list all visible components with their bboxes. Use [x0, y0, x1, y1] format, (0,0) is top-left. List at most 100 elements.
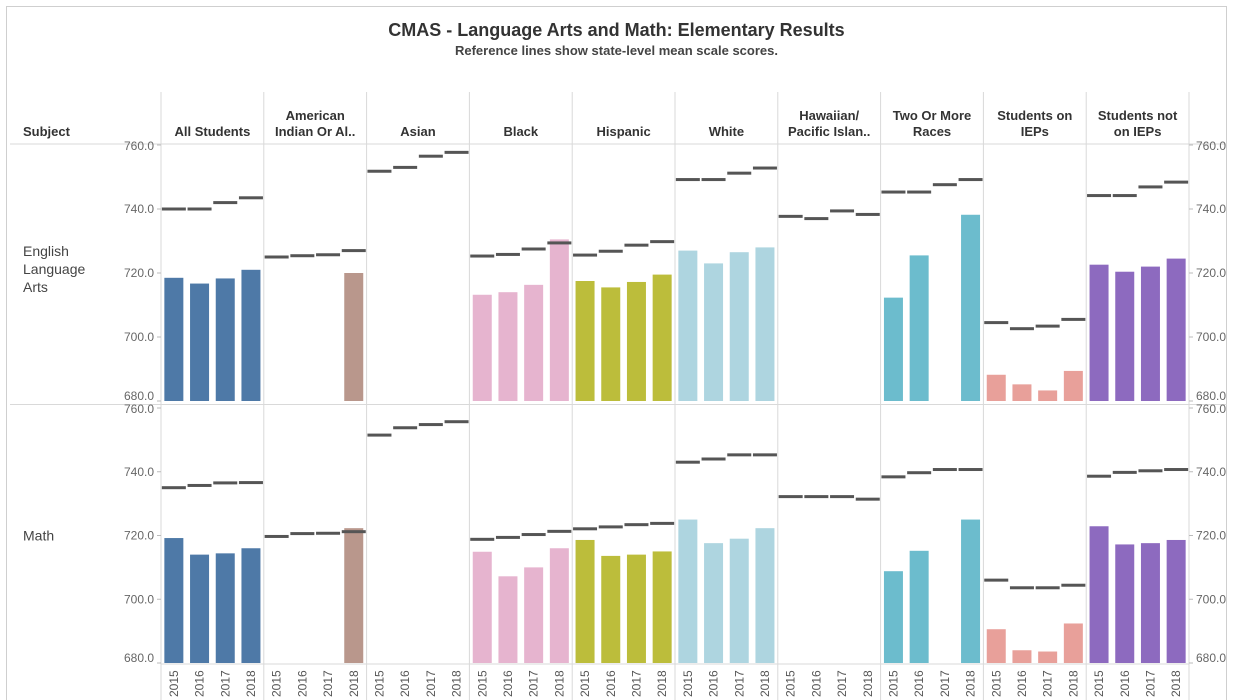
bar: [472, 294, 492, 401]
reference-line: [752, 166, 777, 170]
bar: [755, 528, 775, 663]
reference-line: [1035, 324, 1060, 328]
y-tick-right: 680.0: [1196, 651, 1226, 665]
reference-line: [187, 207, 212, 211]
bar: [755, 247, 775, 401]
group-header: Races: [913, 124, 951, 139]
reference-line: [958, 468, 983, 472]
bar: [164, 277, 184, 401]
bar: [601, 287, 621, 401]
year-label: 2017: [527, 670, 541, 697]
reference-line: [830, 495, 855, 499]
year-label: 2015: [681, 670, 695, 697]
reference-line: [881, 475, 906, 479]
y-tick-left: 720.0: [124, 266, 154, 280]
bar: [1038, 651, 1058, 663]
reference-line: [881, 190, 906, 194]
bar: [986, 629, 1006, 663]
reference-line: [701, 178, 726, 182]
year-label: 2017: [1143, 670, 1157, 697]
year-label: 2018: [1066, 670, 1080, 697]
group-header: Two Or More: [893, 108, 971, 123]
reference-line: [213, 201, 238, 205]
reference-line: [778, 495, 803, 499]
reference-line: [290, 532, 315, 536]
bar: [498, 292, 518, 401]
year-label: 2016: [398, 670, 412, 697]
reference-line: [804, 217, 829, 221]
group-header: on IEPs: [1114, 124, 1162, 139]
y-tick-right: 740.0: [1196, 465, 1226, 479]
y-tick-left: 680.0: [124, 651, 154, 665]
reference-line: [958, 178, 983, 182]
bar: [909, 550, 929, 663]
bar: [190, 554, 210, 663]
reference-line: [470, 537, 495, 541]
reference-line: [650, 521, 675, 525]
bar: [1089, 526, 1109, 663]
subject-label: Math: [23, 528, 54, 544]
chart-title: CMAS - Language Arts and Math: Elementar…: [388, 20, 845, 40]
reference-line: [316, 531, 341, 535]
y-tick-right: 700.0: [1196, 592, 1226, 606]
bar: [729, 538, 749, 663]
bar: [1089, 264, 1109, 401]
reference-line: [495, 535, 520, 539]
bar: [524, 567, 544, 663]
y-tick-left: 740.0: [124, 202, 154, 216]
bar: [215, 278, 235, 401]
reference-line: [547, 529, 572, 533]
year-label: 2018: [758, 670, 772, 697]
y-tick-left: 720.0: [124, 529, 154, 543]
y-tick-right: 740.0: [1196, 202, 1226, 216]
chart-frame: [6, 6, 1227, 700]
bar: [883, 297, 903, 401]
year-label: 2015: [578, 670, 592, 697]
bar: [549, 548, 569, 663]
year-label: 2017: [938, 670, 952, 697]
reference-line: [855, 212, 880, 216]
year-label: 2017: [732, 670, 746, 697]
year-label: 2018: [450, 670, 464, 697]
bar: [241, 269, 261, 401]
year-label: 2018: [861, 670, 875, 697]
year-label: 2017: [629, 670, 643, 697]
reference-line: [778, 214, 803, 218]
bar: [241, 548, 261, 663]
reference-line: [932, 468, 957, 472]
bar: [524, 284, 544, 401]
year-label: 2016: [295, 670, 309, 697]
year-label: 2017: [1041, 670, 1055, 697]
reference-line: [238, 196, 263, 200]
reference-line: [495, 252, 520, 256]
year-label: 2015: [989, 670, 1003, 697]
group-header: Pacific Islan..: [788, 124, 870, 139]
reference-line: [444, 420, 469, 424]
reference-line: [213, 481, 238, 485]
y-tick-left: 700.0: [124, 592, 154, 606]
year-label: 2018: [347, 670, 361, 697]
reference-line: [907, 471, 932, 475]
year-label: 2016: [912, 670, 926, 697]
reference-line: [367, 433, 392, 437]
year-label: 2018: [244, 670, 258, 697]
subject-label: Language: [23, 261, 86, 277]
group-header: American: [286, 108, 345, 123]
reference-line: [675, 178, 700, 182]
bar: [1140, 543, 1160, 663]
bar: [601, 555, 621, 663]
bar: [1012, 650, 1032, 663]
reference-line: [650, 240, 675, 244]
year-label: 2015: [784, 670, 798, 697]
year-label: 2016: [1118, 670, 1132, 697]
reference-line: [316, 253, 341, 257]
bar: [549, 239, 569, 401]
reference-line: [624, 523, 649, 527]
reference-line: [1009, 327, 1034, 331]
bar: [164, 538, 184, 663]
bar: [1166, 539, 1186, 663]
bar: [909, 255, 929, 401]
reference-line: [1138, 469, 1163, 473]
reference-line: [1087, 194, 1112, 198]
reference-line: [1035, 586, 1060, 590]
